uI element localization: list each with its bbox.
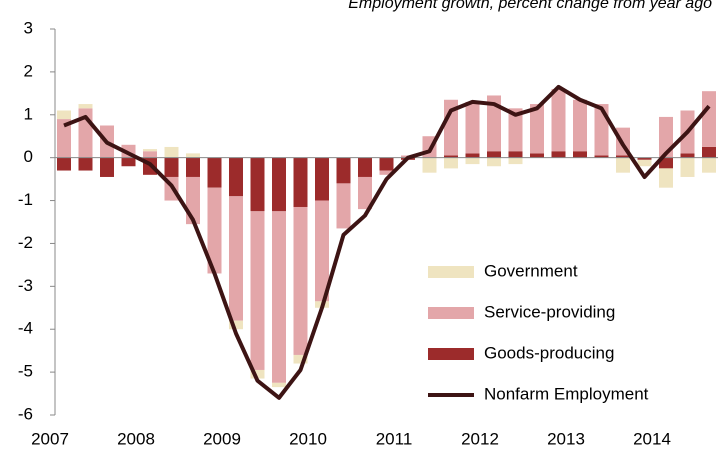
bar-segment (487, 95, 501, 152)
bar-segment (207, 187, 222, 274)
y-tick-label: -2 (18, 233, 33, 252)
legend-label: Goods-producing (484, 343, 614, 362)
bar-segment (78, 157, 93, 171)
bar-segment (444, 155, 458, 158)
bar-segment (143, 151, 157, 158)
bar-segment (272, 157, 286, 212)
bar-segment (57, 119, 71, 158)
bar-segment (551, 151, 566, 158)
bar-segment (229, 320, 243, 330)
bar-segment (616, 155, 630, 158)
bar-segment (508, 151, 523, 158)
bar-segment (229, 157, 243, 197)
bar-segment (465, 101, 480, 154)
bar-segment (379, 170, 394, 175)
x-tick-label: 2009 (203, 429, 241, 448)
bar-segment (487, 157, 501, 167)
x-tick-label: 2010 (289, 429, 327, 448)
x-tick-label: 2014 (633, 429, 671, 448)
y-tick-label: -3 (18, 276, 33, 295)
bar-segment (186, 157, 200, 177)
bar-segment (207, 157, 222, 188)
bar-segment (637, 157, 652, 160)
bar-segment (358, 176, 372, 210)
bar-segment (186, 153, 200, 158)
bar-segment (508, 157, 523, 165)
bar-segment (702, 146, 716, 158)
bar-segment (315, 157, 329, 201)
bar-segment (121, 157, 136, 167)
line (63, 84, 711, 400)
y-tick-label: 0 (24, 147, 33, 166)
bar-segment (465, 157, 480, 165)
legend-label: Service-providing (484, 302, 615, 321)
y-tick-label: -5 (18, 362, 33, 381)
y-tick-label: 2 (24, 61, 33, 80)
legend-swatch (428, 307, 474, 319)
bar-segment (293, 206, 308, 355)
y-tick-label: -6 (18, 404, 33, 423)
x-tick-label: 2013 (547, 429, 585, 448)
bar-segment (229, 196, 243, 321)
bar-segment (465, 153, 480, 158)
bar-segment (143, 149, 157, 152)
bar-segment (573, 99, 587, 152)
x-tick-label: 2008 (117, 429, 155, 448)
bar-segment (702, 157, 716, 173)
bar-segment (250, 211, 265, 370)
y-tick-label: 3 (24, 18, 33, 37)
bar-segment (659, 168, 673, 188)
legend-swatch (428, 266, 474, 278)
bar-segment (530, 153, 544, 158)
bar-segment (164, 157, 179, 177)
bar-segment (702, 91, 716, 147)
bar-segment (680, 153, 695, 158)
y-tick-label: 1 (24, 104, 33, 123)
x-tick-label: 2012 (461, 429, 499, 448)
bar-segment (272, 211, 286, 383)
bar-segment (78, 104, 93, 109)
bar-segment (551, 89, 566, 152)
legend-label: Nonfarm Employment (484, 384, 649, 403)
bar-segment (293, 157, 308, 207)
bar-segment (164, 146, 179, 158)
bar-segment (422, 157, 437, 173)
bar-segment (336, 183, 351, 229)
bar-segment (100, 157, 114, 177)
bar-segment (680, 157, 695, 177)
bar-segment (57, 157, 71, 171)
bar-segment (573, 151, 587, 158)
bar-segment (594, 155, 609, 158)
bar-segment (530, 104, 544, 154)
chart-title: Employment growth, percent change from y… (348, 0, 712, 12)
bar-segment (250, 369, 265, 379)
bar-segment (336, 157, 351, 184)
bar-segment (379, 157, 394, 171)
bar-segment (272, 382, 286, 388)
bar-segment (616, 157, 630, 173)
y-tick-label: -4 (18, 319, 33, 338)
legend-label: Government (484, 261, 578, 280)
bar-segment (293, 354, 308, 364)
bar-segment (315, 200, 329, 302)
bar-segment (444, 157, 458, 169)
bar-segment (57, 110, 71, 120)
bar-segment (487, 151, 501, 158)
x-tick-label: 2007 (31, 429, 69, 448)
bar-segment (358, 157, 372, 177)
bar-segment (659, 157, 673, 169)
x-tick-label: 2011 (376, 429, 413, 448)
bar-segment (250, 157, 265, 212)
y-tick-label: -1 (18, 190, 33, 209)
bar-segment (637, 159, 652, 167)
bar-segment (508, 108, 523, 152)
legend-swatch (428, 348, 474, 360)
